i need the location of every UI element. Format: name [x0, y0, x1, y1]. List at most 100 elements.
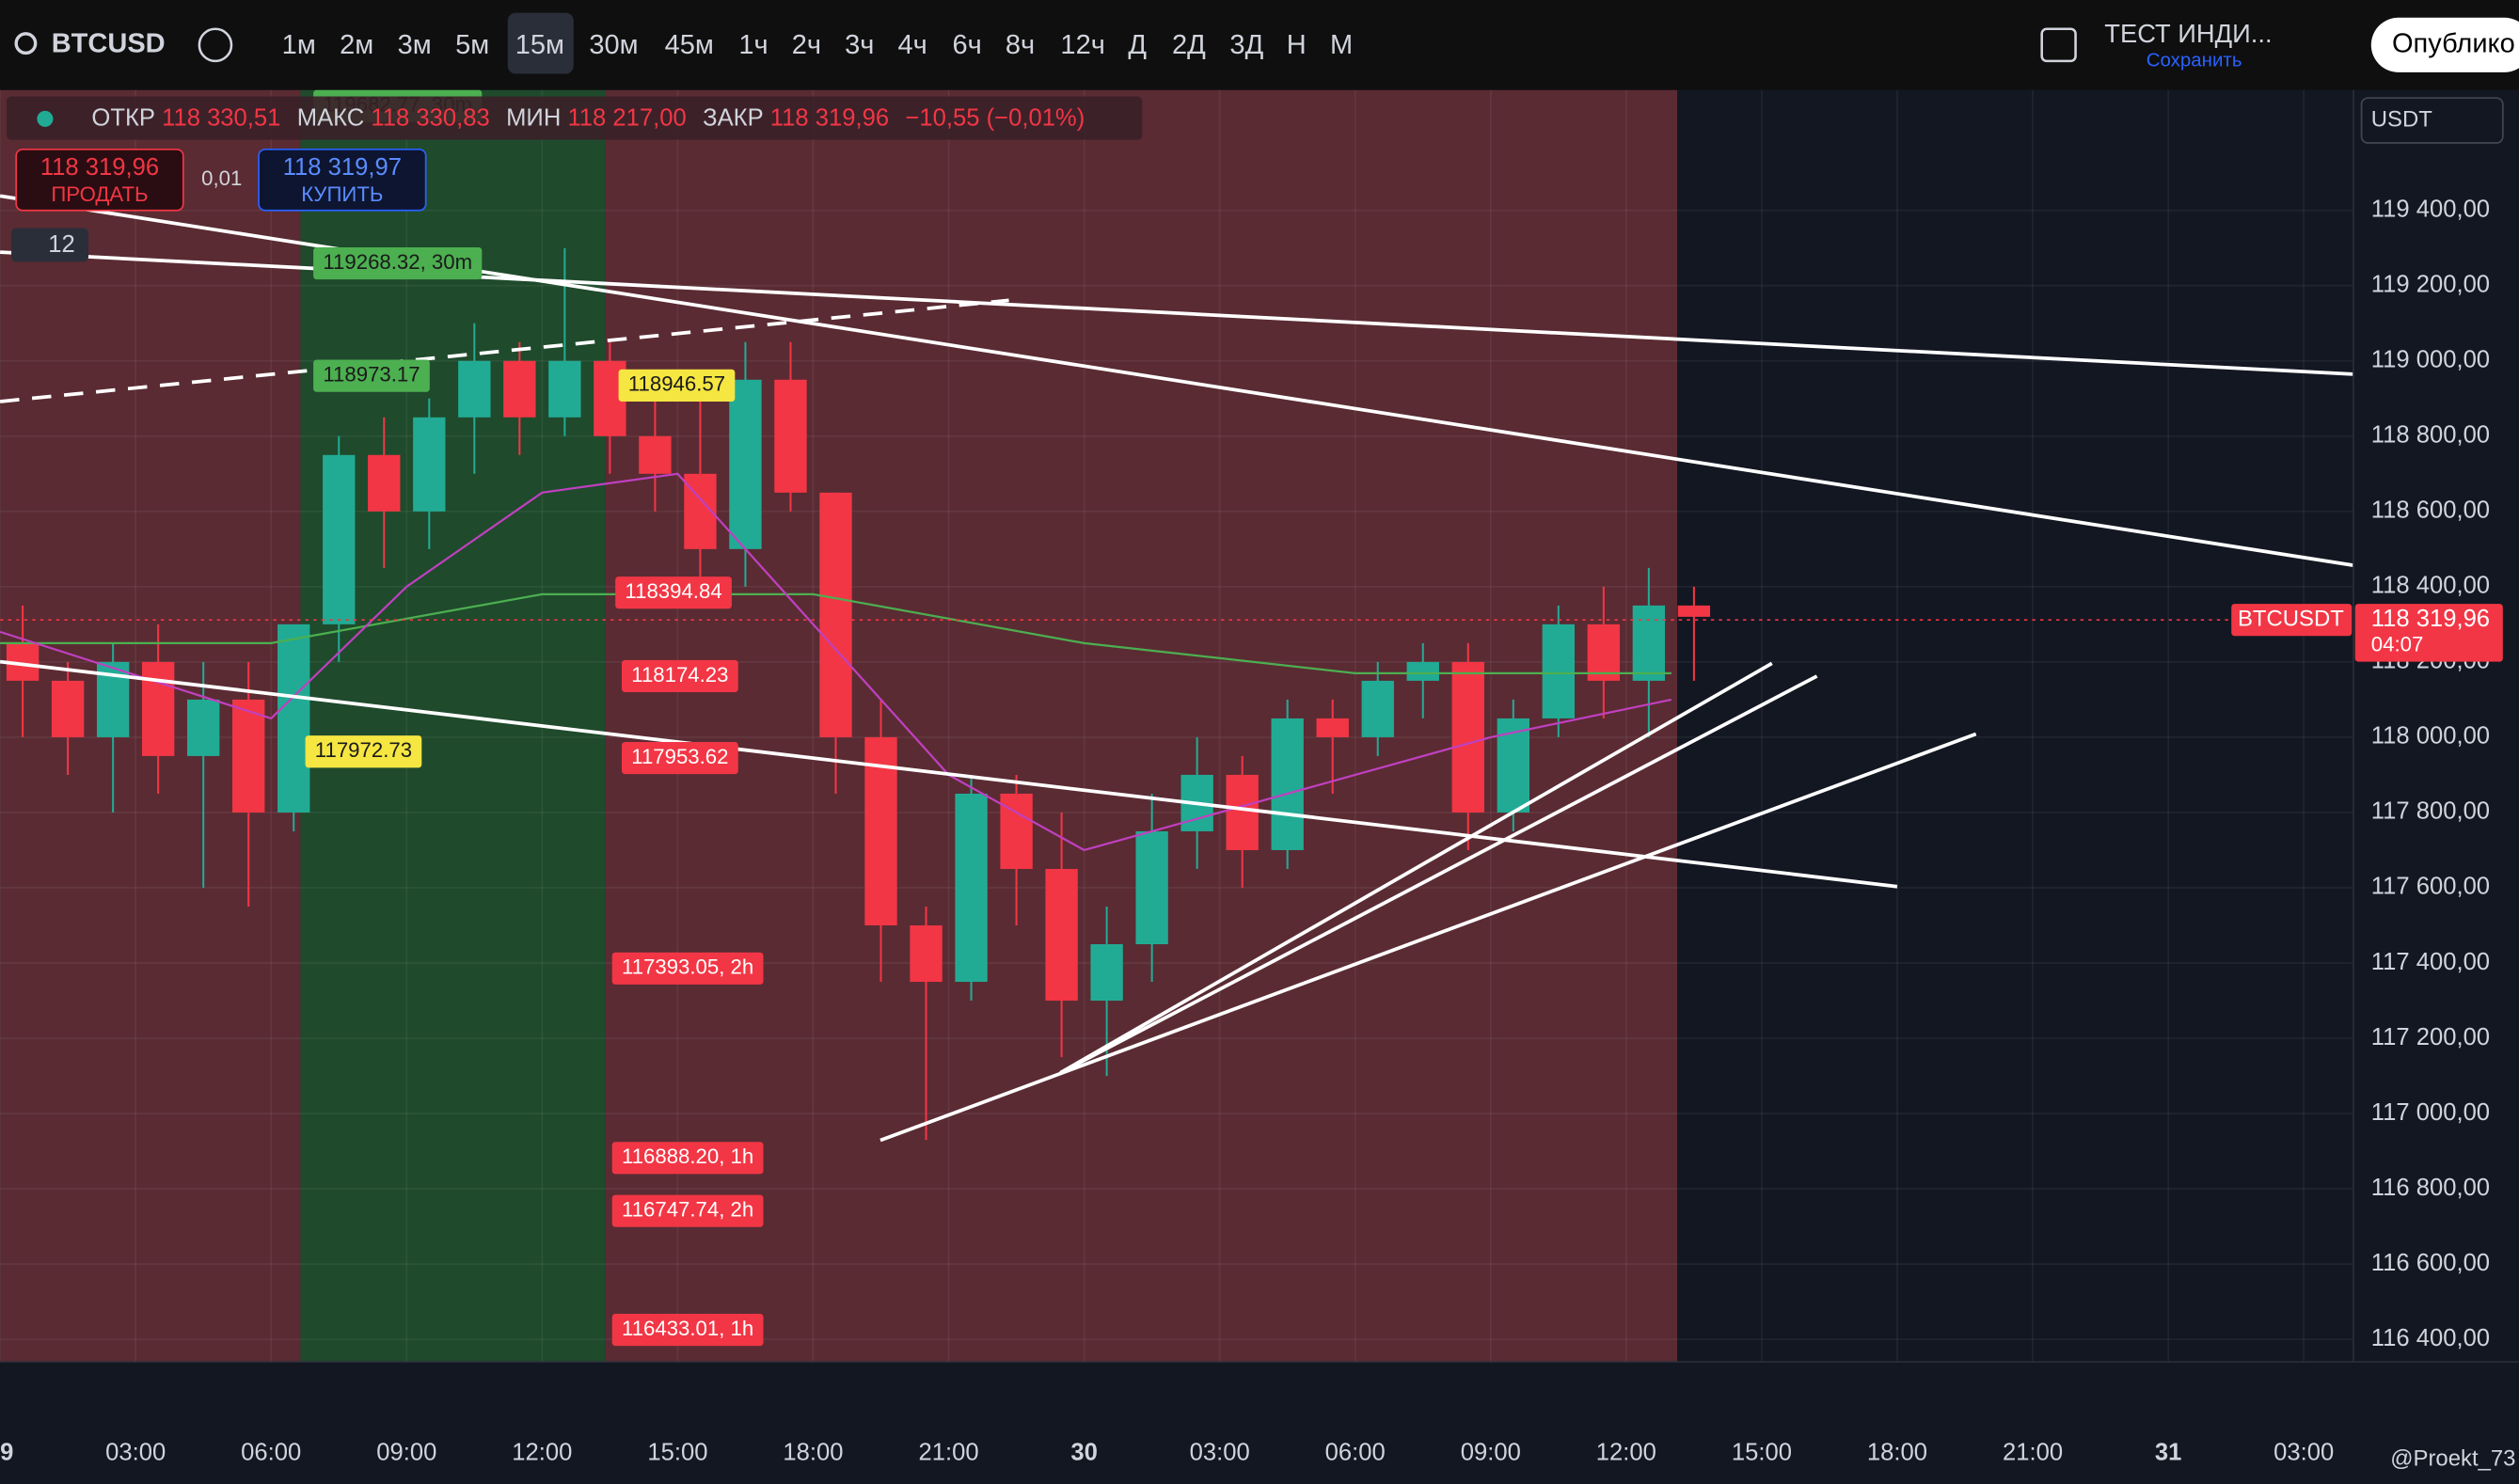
candle-body: [141, 661, 175, 756]
candle-body: [503, 360, 536, 418]
spread: 0,01: [201, 166, 242, 190]
y-tick-label: 118 400,00: [2371, 573, 2490, 599]
timeframe[interactable]: 12ч: [1060, 30, 1104, 60]
candle-body: [1451, 661, 1484, 813]
x-tick-label: 18:00: [1867, 1439, 1927, 1465]
x-tick-label: 15:00: [647, 1439, 707, 1465]
timeframe[interactable]: Н: [1287, 30, 1307, 60]
x-tick-label: 03:00: [1190, 1439, 1250, 1465]
symbol[interactable]: BTCUSD: [52, 28, 166, 58]
y-tick-label: 116 800,00: [2371, 1175, 2490, 1201]
price-label: 118973.17: [323, 362, 420, 386]
toolbar: [0, 0, 2519, 90]
price-label-box: [615, 576, 732, 609]
timeframe[interactable]: 15м: [515, 30, 564, 60]
timeframe[interactable]: 1м: [282, 30, 316, 60]
add-symbol[interactable]: [198, 27, 233, 63]
sell-price[interactable]: 118 319,96: [40, 154, 159, 181]
candle-body: [232, 699, 265, 813]
x-tick-label: 12:00: [1596, 1439, 1656, 1465]
moving-average: [0, 472, 1672, 852]
watermark: @Proekt_73: [2390, 1446, 2515, 1472]
sell-button[interactable]: [15, 148, 184, 212]
layout-name[interactable]: ТЕСТ ИНДИ...: [2104, 19, 2272, 48]
sell-label[interactable]: ПРОДАТЬ: [51, 182, 148, 206]
search-icon[interactable]: [14, 32, 38, 55]
y-tick-label: 118 600,00: [2371, 497, 2490, 524]
timeframe[interactable]: 3м: [398, 30, 432, 60]
open-label: ОТКР: [91, 104, 155, 131]
candle-body: [368, 454, 401, 512]
price-label-box: [313, 247, 483, 280]
candle-body: [910, 925, 943, 983]
price-label: 116888.20, 1h: [622, 1145, 753, 1168]
layout-icon[interactable]: [2040, 27, 2077, 63]
timeframe[interactable]: 45м: [665, 30, 714, 60]
axes: 116 400,00 116 600,00 116 800,00 117 000,00…: [0, 196, 2490, 1465]
x-tick-label: 03:00: [105, 1439, 166, 1465]
low: 118 217,00: [567, 104, 686, 131]
timeframe[interactable]: 3ч: [845, 30, 874, 60]
timeframe[interactable]: 8ч: [1006, 30, 1035, 60]
candle-body: [1000, 793, 1033, 869]
trend-line: [1059, 674, 1818, 1075]
timeframe[interactable]: 2Д: [1172, 30, 1206, 60]
candle-body: [458, 360, 491, 418]
price-label-box: [611, 1313, 764, 1347]
timeframe[interactable]: 1ч: [738, 30, 768, 60]
price-label-box: [611, 1194, 764, 1227]
indicators-toggle[interactable]: [11, 228, 89, 262]
buy-price[interactable]: 118 319,97: [283, 154, 402, 181]
close-label: ЗАКР: [703, 104, 764, 131]
timeframe[interactable]: Д: [1128, 30, 1147, 60]
timeframe[interactable]: 30м: [589, 30, 638, 60]
close: 118 319,96: [770, 104, 889, 131]
y-tick-label: 117 400,00: [2371, 949, 2490, 975]
price-label-box: [313, 359, 430, 392]
trend-line: [0, 298, 1009, 403]
save-label[interactable]: Сохранить: [2147, 49, 2242, 71]
publish-button[interactable]: [2370, 17, 2519, 72]
x-tick-label: 29: [0, 1439, 13, 1465]
moving-average: [0, 592, 1671, 675]
y-tick-label: 119 400,00: [2371, 196, 2490, 222]
price-label-box: [611, 952, 764, 985]
status-dot: [37, 110, 54, 127]
timeframe[interactable]: 5м: [455, 30, 489, 60]
x-tick-label: 21:00: [2003, 1439, 2063, 1465]
y-tick-label: 118 800,00: [2371, 422, 2490, 449]
currency-select[interactable]: [2360, 97, 2504, 144]
candle-body: [548, 360, 581, 418]
timeframe[interactable]: 4ч: [897, 30, 927, 60]
x-tick-label: 21:00: [918, 1439, 978, 1465]
open: 118 330,51: [162, 104, 280, 131]
currency[interactable]: USDT: [2371, 106, 2432, 132]
price-label: 118174.23: [631, 663, 728, 687]
indicators-count[interactable]: 12: [48, 231, 74, 258]
publish-label[interactable]: Опублико: [2392, 28, 2515, 58]
timeframe[interactable]: 2ч: [792, 30, 821, 60]
y-tick-label: 119 000,00: [2371, 347, 2490, 373]
timeframe[interactable]: 2м: [340, 30, 373, 60]
candle-body: [1587, 624, 1621, 681]
price-label: 117953.62: [631, 745, 728, 768]
candle-body: [1406, 661, 1439, 681]
timeframe[interactable]: 3Д: [1229, 30, 1263, 60]
price-tag-symbol: BTCUSDT: [2238, 607, 2344, 632]
change: −10,55 (−0,01%): [905, 104, 1085, 131]
price-label: 117972.73: [315, 738, 412, 762]
price-label-box: [618, 369, 736, 402]
buy-button[interactable]: [258, 148, 427, 212]
high-label: МАКС: [297, 104, 365, 131]
y-tick-label: 117 800,00: [2371, 798, 2490, 825]
timeframe[interactable]: 6ч: [953, 30, 982, 60]
buy-label[interactable]: КУПИТЬ: [301, 182, 383, 206]
x-tick-label: 31: [2155, 1439, 2182, 1465]
x-tick-label: 18:00: [783, 1439, 843, 1465]
timeframe[interactable]: М: [1330, 30, 1353, 60]
candle-body: [51, 680, 85, 737]
candle-body: [1271, 718, 1304, 850]
ohlc-legend: ОТКР 118 330,51 МАКС 118 330,83 МИН 118 …: [91, 104, 1085, 131]
